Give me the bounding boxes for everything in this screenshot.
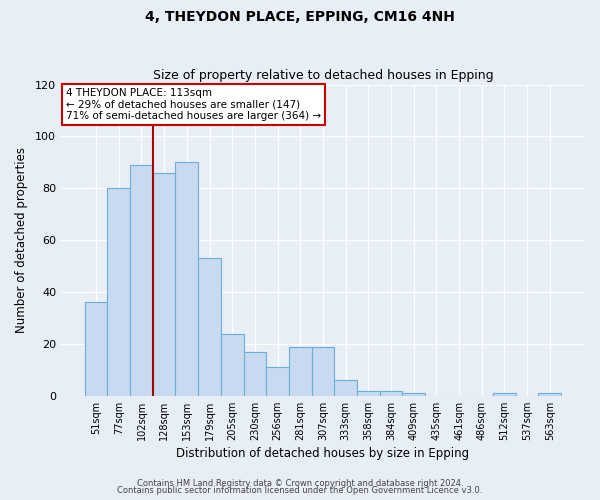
- Bar: [266, 368, 289, 396]
- Bar: [175, 162, 198, 396]
- Text: 4, THEYDON PLACE, EPPING, CM16 4NH: 4, THEYDON PLACE, EPPING, CM16 4NH: [145, 10, 455, 24]
- Bar: [130, 165, 153, 396]
- Text: Contains public sector information licensed under the Open Government Licence v3: Contains public sector information licen…: [118, 486, 482, 495]
- Bar: [493, 393, 516, 396]
- Bar: [198, 258, 221, 396]
- Bar: [153, 172, 175, 396]
- Bar: [85, 302, 107, 396]
- Text: 4 THEYDON PLACE: 113sqm
← 29% of detached houses are smaller (147)
71% of semi-d: 4 THEYDON PLACE: 113sqm ← 29% of detache…: [66, 88, 321, 121]
- Bar: [311, 346, 334, 396]
- X-axis label: Distribution of detached houses by size in Epping: Distribution of detached houses by size …: [176, 447, 470, 460]
- Bar: [289, 346, 311, 396]
- Bar: [334, 380, 357, 396]
- Y-axis label: Number of detached properties: Number of detached properties: [15, 147, 28, 333]
- Bar: [357, 390, 380, 396]
- Bar: [538, 393, 561, 396]
- Bar: [403, 393, 425, 396]
- Bar: [380, 390, 403, 396]
- Text: Contains HM Land Registry data © Crown copyright and database right 2024.: Contains HM Land Registry data © Crown c…: [137, 478, 463, 488]
- Bar: [107, 188, 130, 396]
- Bar: [244, 352, 266, 396]
- Bar: [221, 334, 244, 396]
- Title: Size of property relative to detached houses in Epping: Size of property relative to detached ho…: [152, 69, 493, 82]
